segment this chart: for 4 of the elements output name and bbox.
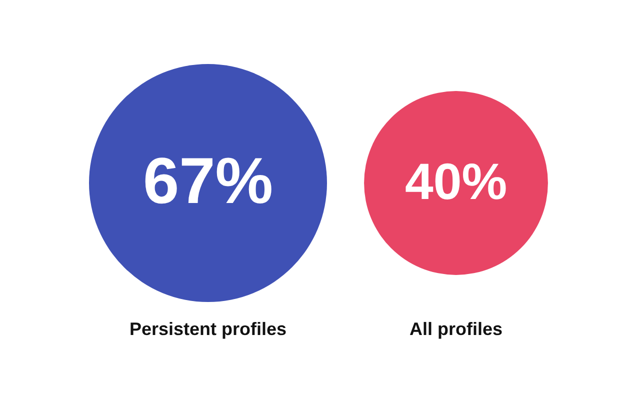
- data-label: 40%: [404, 153, 508, 210]
- data-label: 67%: [142, 144, 274, 217]
- category-label: All profiles: [409, 318, 503, 339]
- category-label: Persistent profiles: [129, 318, 287, 339]
